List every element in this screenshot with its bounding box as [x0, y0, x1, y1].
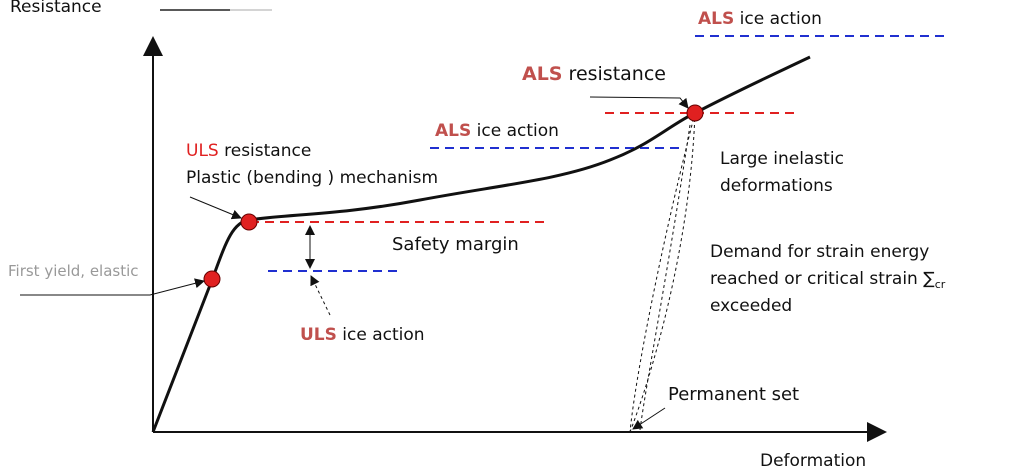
uls-point: [240, 213, 258, 231]
first-yield-point: [203, 270, 221, 288]
uls-resistance: ULS resistance: [186, 141, 311, 161]
y-axis-label: Resistance: [10, 0, 102, 17]
als-resistance: ALS resistance: [522, 63, 666, 85]
unloading-path: [629, 112, 696, 433]
arrow: [310, 275, 331, 316]
large-inelastic: Large inelastic: [720, 149, 844, 169]
unloading-path: [639, 124, 691, 431]
permanent-set: Permanent set: [668, 384, 799, 405]
als-ice-mid: ALS ice action: [435, 121, 559, 141]
demand: reached or critical strain ∑cr: [710, 269, 946, 291]
als-point: [686, 104, 704, 122]
large-inelastic: deformations: [720, 176, 833, 196]
arrow: [20, 278, 205, 296]
x-axis-label: Deformation: [760, 451, 866, 471]
demand: Demand for strain energy: [710, 242, 929, 262]
uls-ice: ULS ice action: [300, 325, 425, 345]
first-yield: First yield, elastic: [8, 262, 139, 280]
safety-margin: Safety margin: [392, 234, 519, 255]
demand: exceeded: [710, 296, 792, 316]
plastic-mechanism: Plastic (bending ) mechanism: [186, 168, 438, 188]
unloading-path: [629, 112, 696, 433]
arrow: [189, 196, 242, 220]
als-ice-top: ALS ice action: [698, 9, 822, 29]
arrow: [589, 96, 689, 109]
arrow: [632, 407, 666, 430]
